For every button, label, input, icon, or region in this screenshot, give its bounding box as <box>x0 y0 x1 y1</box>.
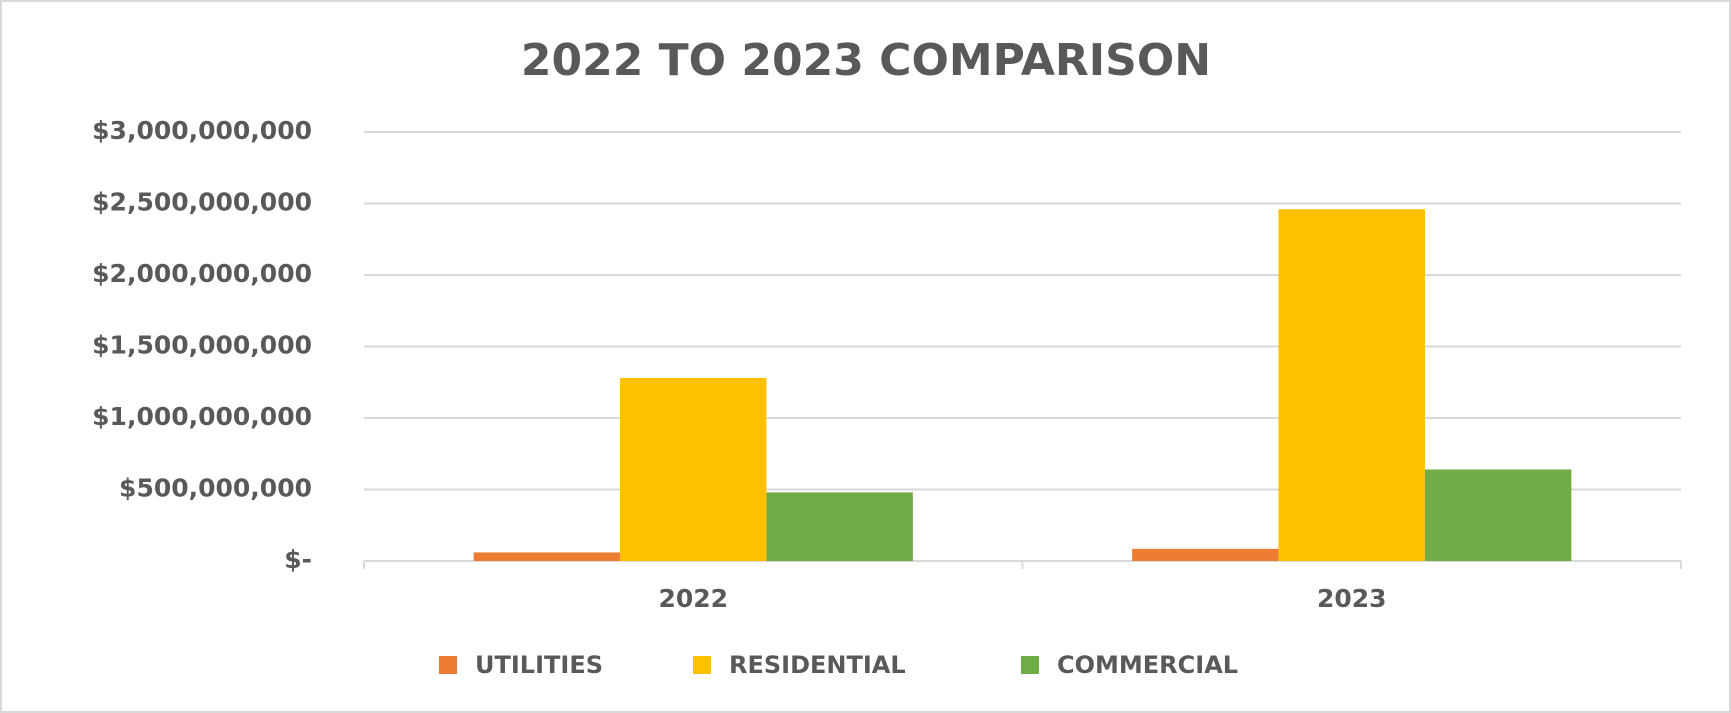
x-tick-label: 2022 <box>658 584 728 613</box>
bar <box>1132 548 1279 561</box>
y-tick-label: $500,000,000 <box>119 474 312 503</box>
bar <box>766 492 913 561</box>
y-tick-label: $- <box>284 545 312 574</box>
bar <box>473 552 621 561</box>
bar <box>1278 209 1425 561</box>
chart-title: 2022 TO 2023 COMPARISON <box>521 35 1211 86</box>
x-tick-label: 2023 <box>1317 584 1387 613</box>
bar <box>620 377 767 561</box>
bar <box>1424 469 1572 561</box>
legend-swatch <box>439 656 457 674</box>
y-tick-label: $1,000,000,000 <box>92 402 312 431</box>
y-tick-label: $2,500,000,000 <box>92 188 312 217</box>
legend-swatch <box>693 656 711 674</box>
legend-label: RESIDENTIAL <box>729 651 906 679</box>
y-tick-label: $1,500,000,000 <box>92 331 312 360</box>
legend-label: UTILITIES <box>475 651 603 679</box>
legend-swatch <box>1021 656 1039 674</box>
y-tick-label: $3,000,000,000 <box>92 116 312 145</box>
legend-label: COMMERCIAL <box>1057 651 1238 679</box>
y-tick-label: $2,000,000,000 <box>92 259 312 288</box>
